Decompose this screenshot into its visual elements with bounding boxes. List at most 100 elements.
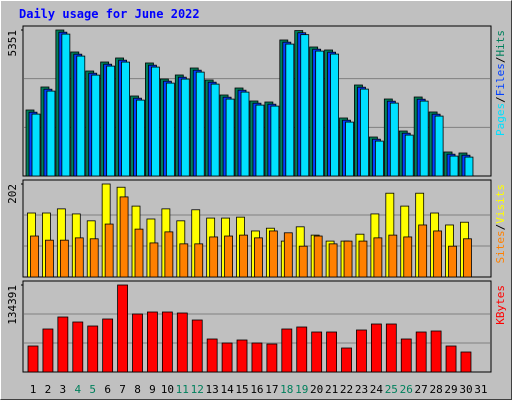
legend-separator: / <box>494 224 507 231</box>
x-tick-label: 26 <box>400 383 413 396</box>
bar <box>341 347 352 373</box>
bar <box>433 230 443 278</box>
bar <box>345 121 354 177</box>
bar <box>74 237 84 278</box>
bar <box>119 196 129 278</box>
bar <box>149 242 159 278</box>
x-tick-label: 24 <box>370 383 384 396</box>
bar <box>161 311 173 373</box>
x-tick-label: 30 <box>459 383 472 396</box>
bar <box>106 65 116 177</box>
bar <box>206 338 218 373</box>
bar <box>403 236 413 278</box>
bar <box>239 234 248 278</box>
x-tick-label: 12 <box>191 383 204 396</box>
bar <box>136 99 145 177</box>
bar <box>300 34 310 177</box>
y-tick-label: 134391 <box>6 285 19 325</box>
bar <box>400 338 412 373</box>
bar <box>180 78 190 177</box>
bar <box>195 71 205 177</box>
bar <box>151 66 160 177</box>
bar <box>240 91 250 177</box>
bar <box>179 243 189 278</box>
x-tick-label: 7 <box>119 383 126 396</box>
x-tick-label: 5 <box>89 383 96 396</box>
bar <box>389 102 399 177</box>
bar <box>296 326 308 373</box>
bar <box>57 316 69 373</box>
bar <box>449 155 459 177</box>
bar <box>30 235 39 278</box>
x-tick-label: 11 <box>176 383 189 396</box>
x-tick-label: 25 <box>385 383 398 396</box>
x-tick-label: 22 <box>340 383 353 396</box>
bar <box>89 238 99 278</box>
bar <box>268 230 278 278</box>
bar <box>225 98 235 177</box>
bar <box>27 345 39 373</box>
x-tick-label: 21 <box>325 383 338 396</box>
legend: Sites/Visits <box>494 184 507 264</box>
bar <box>464 156 474 177</box>
x-tick-label: 9 <box>149 383 156 396</box>
bar <box>360 88 369 177</box>
x-tick-label: 13 <box>206 383 219 396</box>
bar <box>283 232 293 278</box>
x-tick-label: 18 <box>280 383 293 396</box>
bar <box>254 237 263 278</box>
bar <box>266 343 278 373</box>
legend-entry: Hits <box>494 30 507 57</box>
x-tick-label: 29 <box>444 383 457 396</box>
chart-title: Daily usage for June 2022 <box>19 7 200 21</box>
bar <box>191 319 203 373</box>
bar <box>326 331 338 373</box>
legend-separator: / <box>494 96 507 103</box>
bar <box>430 330 442 373</box>
bar <box>419 100 429 177</box>
x-tick-label: 14 <box>220 383 234 396</box>
bar <box>132 313 143 373</box>
bar <box>373 237 383 278</box>
bar <box>415 331 427 373</box>
bar <box>313 235 323 278</box>
bar <box>445 345 457 373</box>
bar <box>147 311 158 373</box>
bar <box>448 245 457 278</box>
legend: Pages/Files/Hits <box>494 30 507 136</box>
bar <box>463 238 472 278</box>
bar <box>117 284 128 373</box>
legend-entry: Pages <box>494 103 507 136</box>
bar <box>209 236 219 278</box>
bar <box>328 243 338 278</box>
x-tick-label: 3 <box>60 383 67 396</box>
bar <box>370 323 382 373</box>
legend-entry: KBytes <box>494 285 507 325</box>
bar <box>404 134 414 177</box>
x-tick-label: 27 <box>415 383 428 396</box>
x-tick-label: 4 <box>74 383 81 396</box>
bar <box>194 243 204 278</box>
bar <box>224 235 233 278</box>
bar <box>102 318 114 373</box>
x-tick-label: 15 <box>235 383 248 396</box>
bar <box>236 339 248 373</box>
y-tick-label: 5351 <box>6 30 19 57</box>
bar <box>315 50 325 177</box>
bar <box>330 53 340 177</box>
bar <box>385 323 397 373</box>
bar <box>281 328 293 373</box>
x-tick-label: 19 <box>295 383 308 396</box>
bar <box>91 74 101 177</box>
x-tick-label: 20 <box>310 383 323 396</box>
bar <box>434 115 444 177</box>
bar <box>270 105 280 177</box>
x-tick-label: 31 <box>474 383 487 396</box>
bar <box>104 223 114 278</box>
bar <box>460 351 472 373</box>
bar <box>87 325 99 373</box>
bar <box>31 113 41 177</box>
x-tick-label: 17 <box>265 383 278 396</box>
bar <box>374 140 384 177</box>
